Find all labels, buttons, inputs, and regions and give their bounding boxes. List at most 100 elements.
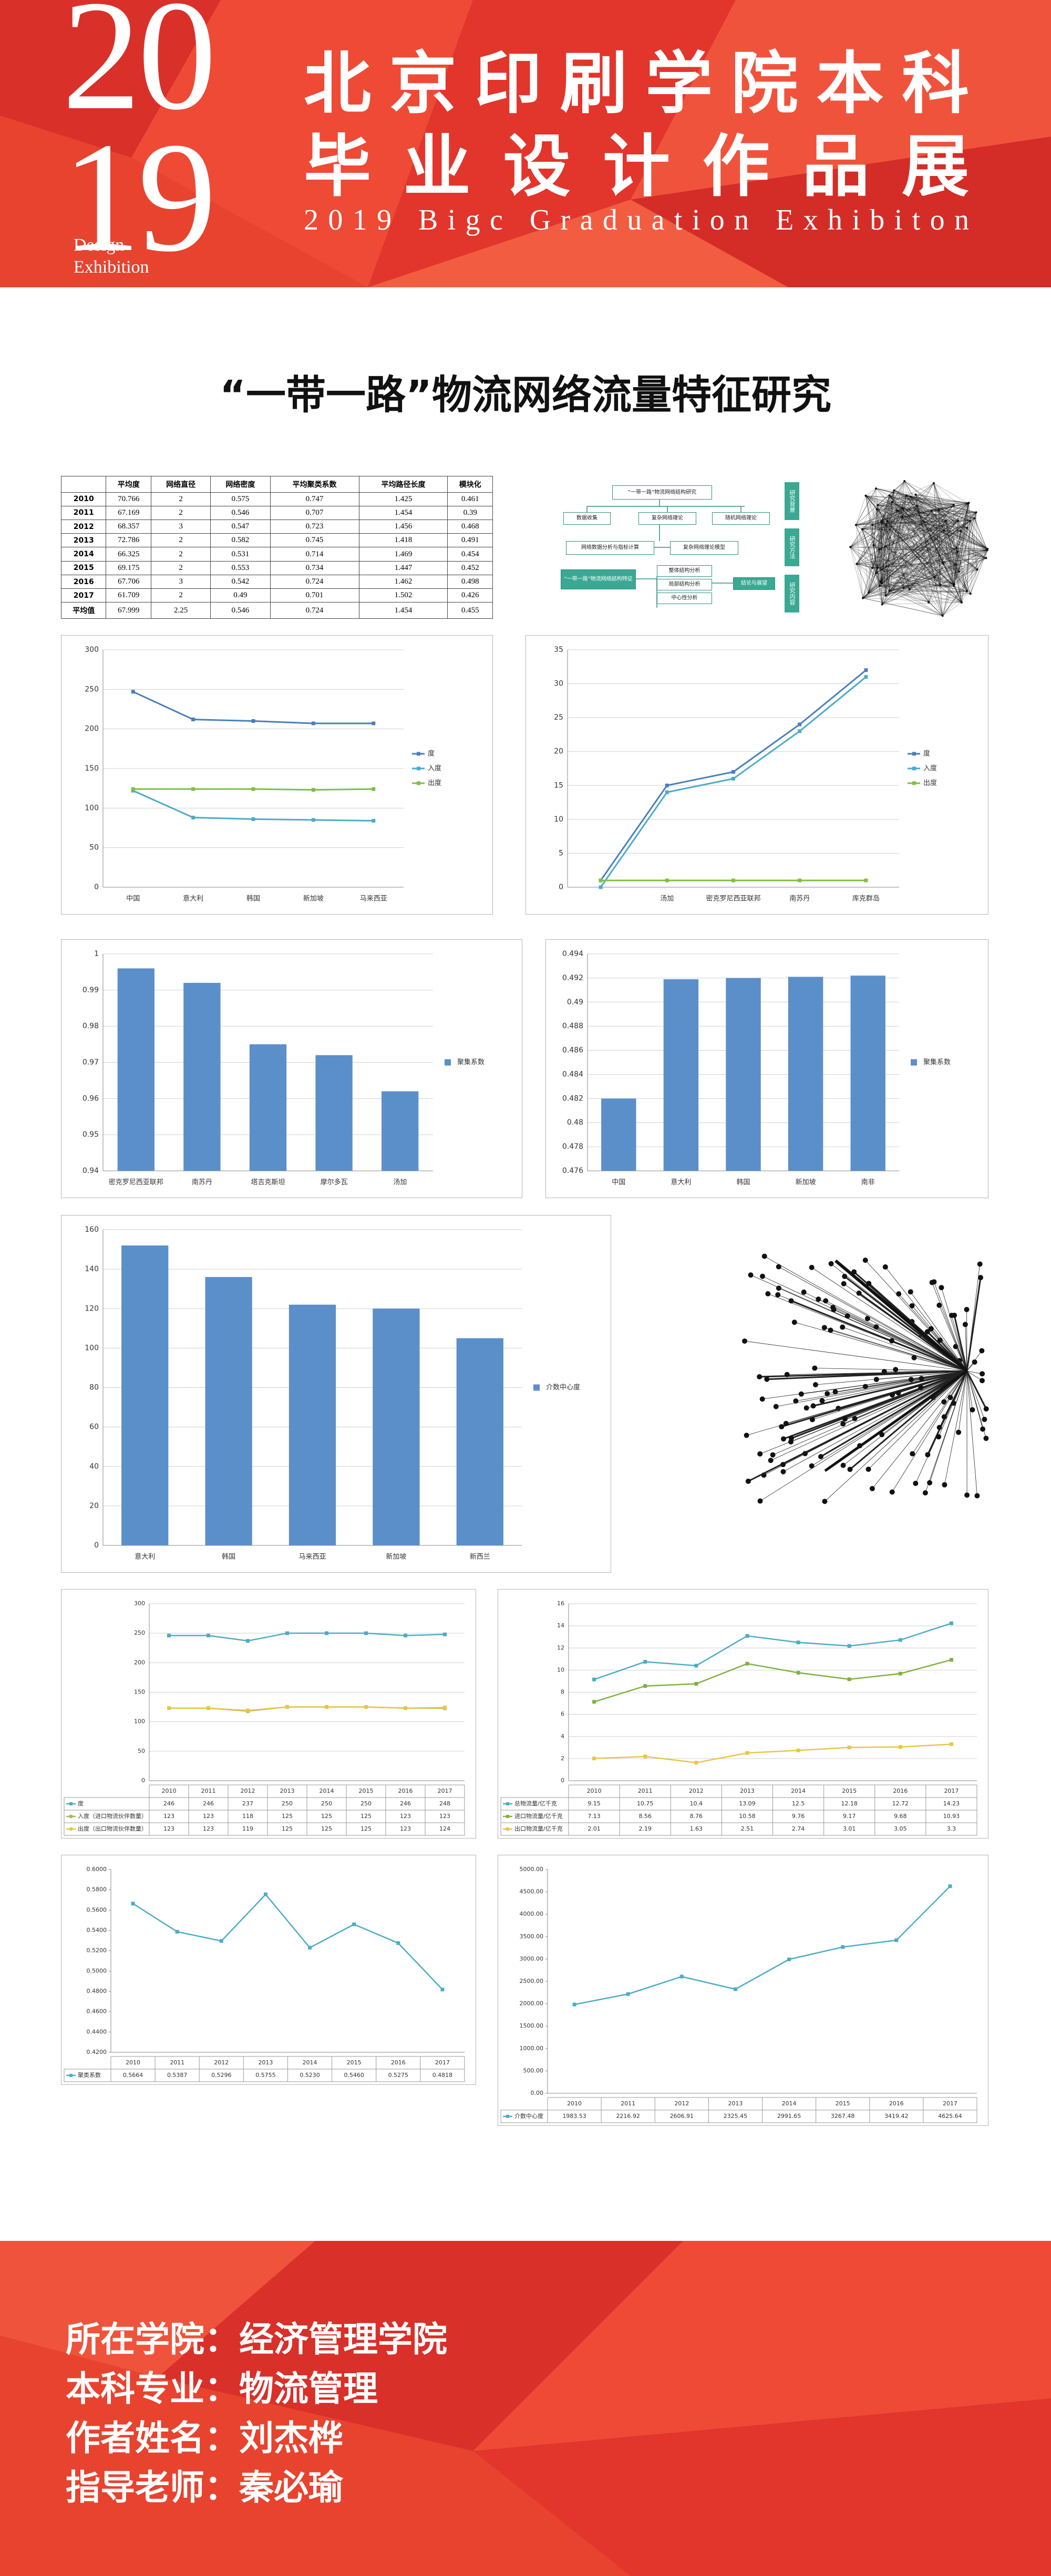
network-edge xyxy=(875,488,967,591)
network-edge xyxy=(764,1256,967,1372)
y-tick-label: 200 xyxy=(85,725,99,733)
chart-frame xyxy=(526,635,988,915)
network-edge xyxy=(967,521,971,528)
year-tag: Design xyxy=(74,235,125,255)
table-cell: 0.707 xyxy=(270,505,359,521)
network-node xyxy=(816,1296,821,1302)
y-tick-label: 300 xyxy=(85,646,99,654)
network-edge xyxy=(879,549,882,584)
network-edge xyxy=(967,527,978,570)
table-cell: 0.468 xyxy=(447,520,493,534)
network-edge xyxy=(885,586,954,596)
network-node xyxy=(945,520,947,522)
network-edge xyxy=(873,505,878,546)
table-cell: 1.418 xyxy=(358,533,448,548)
network-edge xyxy=(880,548,988,582)
network-node xyxy=(831,1307,837,1313)
line-marker xyxy=(325,1631,328,1635)
network-edge xyxy=(881,495,890,522)
network-edge xyxy=(865,495,898,511)
network-edge xyxy=(857,551,958,564)
x-tick-label: 意大利 xyxy=(183,895,203,903)
network-edge xyxy=(850,525,873,547)
network-edge xyxy=(882,563,944,605)
network-edge xyxy=(889,547,957,591)
legend-key xyxy=(69,1827,73,1831)
network-edge xyxy=(915,494,987,550)
y-tick-label: 0 xyxy=(561,1777,564,1784)
network-edge xyxy=(897,510,967,528)
network-edge xyxy=(876,1326,967,1372)
network-edge xyxy=(879,586,962,603)
network-edge xyxy=(770,1370,967,1461)
network-edge xyxy=(904,481,988,549)
network-node xyxy=(922,1490,928,1496)
data-table-value: 0.5755 xyxy=(255,2072,276,2079)
network-edge xyxy=(857,564,886,596)
network-edge xyxy=(862,503,969,529)
network-edge xyxy=(887,521,935,578)
network-edge xyxy=(915,494,918,506)
x-tick-label: 2012 xyxy=(689,1788,704,1794)
legend-label: 入度 xyxy=(923,764,937,773)
y-tick-label: 4500.00 xyxy=(520,1888,544,1895)
network-edge xyxy=(875,573,929,603)
network-edge xyxy=(943,563,962,603)
network-edge xyxy=(865,495,873,525)
network-node xyxy=(783,1420,789,1426)
facet xyxy=(631,0,1051,200)
y-tick-label: 60 xyxy=(89,1423,99,1431)
chart: 0.42000.44000.46000.48000.50000.52000.54… xyxy=(61,1855,476,2085)
network-edge xyxy=(880,521,971,582)
x-tick-label: 2010 xyxy=(587,1788,602,1794)
network-edge xyxy=(889,558,986,591)
network-edge xyxy=(943,530,988,549)
network-edge xyxy=(881,521,967,528)
network-edge xyxy=(931,511,957,548)
network-edge xyxy=(912,1370,967,1454)
network-node xyxy=(871,567,873,569)
network-edge xyxy=(856,495,907,564)
network-edge xyxy=(951,1315,967,1372)
network-edge xyxy=(889,494,916,496)
network-edge xyxy=(939,510,967,591)
network-edge xyxy=(877,508,988,549)
flow-node: 整体结构分析 xyxy=(657,565,712,577)
line-marker xyxy=(847,1644,851,1648)
network-node xyxy=(780,1462,786,1468)
network-node xyxy=(775,1292,781,1297)
y-tick-label: 0.94 xyxy=(83,1167,99,1175)
table-cell: 68.357 xyxy=(106,520,151,534)
table-cell: 2 xyxy=(150,588,211,603)
data-table-value: 250 xyxy=(360,1800,372,1807)
network-node xyxy=(761,1253,767,1259)
network-edge xyxy=(945,521,967,591)
network-edge xyxy=(877,508,975,518)
x-tick-label: 2016 xyxy=(889,2100,904,2107)
network-edge xyxy=(902,516,943,616)
network-edge xyxy=(865,495,958,552)
network-node xyxy=(957,520,960,522)
network-node xyxy=(809,1417,815,1422)
network-edge xyxy=(959,569,977,572)
network-edge xyxy=(915,494,961,532)
network-node xyxy=(742,1338,748,1344)
network-node xyxy=(759,1396,765,1402)
network-edge xyxy=(877,503,968,505)
network-edge xyxy=(857,483,934,564)
network-edge xyxy=(939,510,946,522)
network-node xyxy=(905,494,908,497)
network-edge xyxy=(974,518,987,550)
network-edge xyxy=(856,512,976,525)
network-edge xyxy=(954,521,959,585)
network-edge xyxy=(862,529,880,586)
network-edge xyxy=(875,511,932,574)
network-edge xyxy=(881,521,971,584)
y-tick-label: 0 xyxy=(94,883,99,891)
table-cell: 0.582 xyxy=(210,533,271,548)
network-edge xyxy=(943,531,954,585)
network-edge xyxy=(943,527,967,564)
network-edge xyxy=(879,512,976,550)
network-edge xyxy=(916,505,944,531)
network-edge xyxy=(889,495,903,517)
